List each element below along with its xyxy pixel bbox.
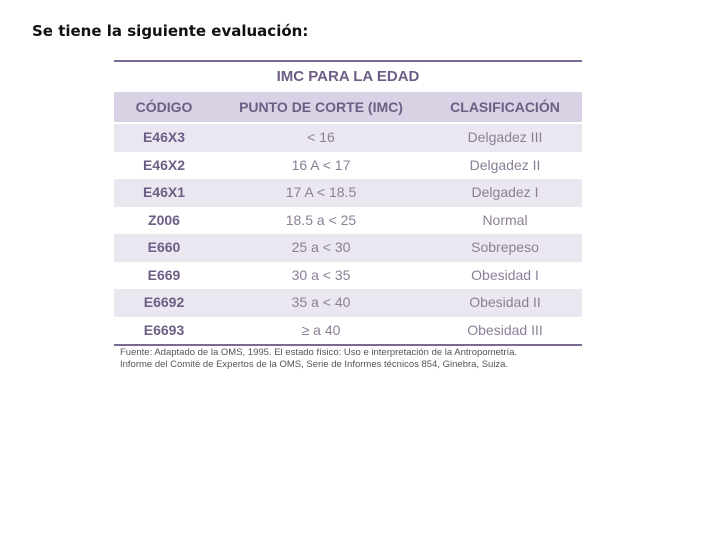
table-row: E46X3 < 16 Delgadez III [114,124,582,152]
table-header: CÓDIGO PUNTO DE CORTE (IMC) CLASIFICACIÓ… [114,92,582,124]
source-line-1: Fuente: Adaptado de la OMS, 1995. El est… [120,347,518,358]
header-clasificacion: CLASIFICACIÓN [450,99,560,115]
cell-punto-de-corte: 16 A < 17 [291,156,351,173]
cell-punto-de-corte: 35 a < 40 [291,294,351,310]
cell-codigo: E46X3 [142,129,186,145]
cell-codigo: E46X2 [142,156,186,173]
imc-table: IMC PARA LA EDAD CÓDIGO PUNTO DE CORTE (… [114,60,582,371]
table-row: Z006 18.5 a < 25 Normal [114,206,582,234]
cell-clasificacion: Delgadez I [471,184,539,200]
cell-punto-de-corte: 17 A < 18.5 [285,184,357,200]
cell-punto-de-corte: 18.5 a < 25 [285,211,357,228]
cell-clasificacion: Delgadez II [469,156,541,173]
header-codigo: CÓDIGO [135,99,193,115]
cell-punto-de-corte: 25 a < 30 [291,239,351,255]
cell-codigo: E660 [147,239,181,255]
table-row: E669 30 a < 35 Obesidad I [114,261,582,289]
cell-clasificacion: Obesidad II [469,294,541,310]
table-row: E6693 ≥ a 40 Obesidad III [114,316,582,344]
source-line-2: Informe del Comité de Expertos de la OMS… [120,359,509,370]
cell-codigo: E669 [147,266,181,283]
table-row: E6692 35 a < 40 Obesidad II [114,289,582,317]
cell-punto-de-corte: 30 a < 35 [291,266,351,283]
cell-codigo: Z006 [148,211,180,228]
bottom-rule [114,344,582,346]
table-row: E46X1 17 A < 18.5 Delgadez I [114,179,582,207]
header-punto-de-corte: PUNTO DE CORTE (IMC) [239,99,403,115]
cell-clasificacion: Obesidad III [467,321,543,338]
top-rule [114,60,582,62]
table-row: E46X2 16 A < 17 Delgadez II [114,151,582,179]
intro-text: Se tiene la siguiente evaluación: [32,22,309,40]
cell-codigo: E6692 [143,294,185,310]
source-note: Fuente: Adaptado de la OMS, 1995. El est… [114,347,582,371]
cell-clasificacion: Sobrepeso [471,239,539,255]
cell-clasificacion: Normal [482,211,528,228]
cell-punto-de-corte: < 16 [307,129,335,145]
cell-clasificacion: Obesidad I [471,266,539,283]
cell-punto-de-corte: ≥ a 40 [301,321,341,338]
cell-codigo: E46X1 [142,184,186,200]
table-row: E660 25 a < 30 Sobrepeso [114,234,582,262]
table-title: IMC PARA LA EDAD [114,62,582,92]
cell-codigo: E6693 [143,321,185,338]
cell-clasificacion: Delgadez III [467,129,543,145]
